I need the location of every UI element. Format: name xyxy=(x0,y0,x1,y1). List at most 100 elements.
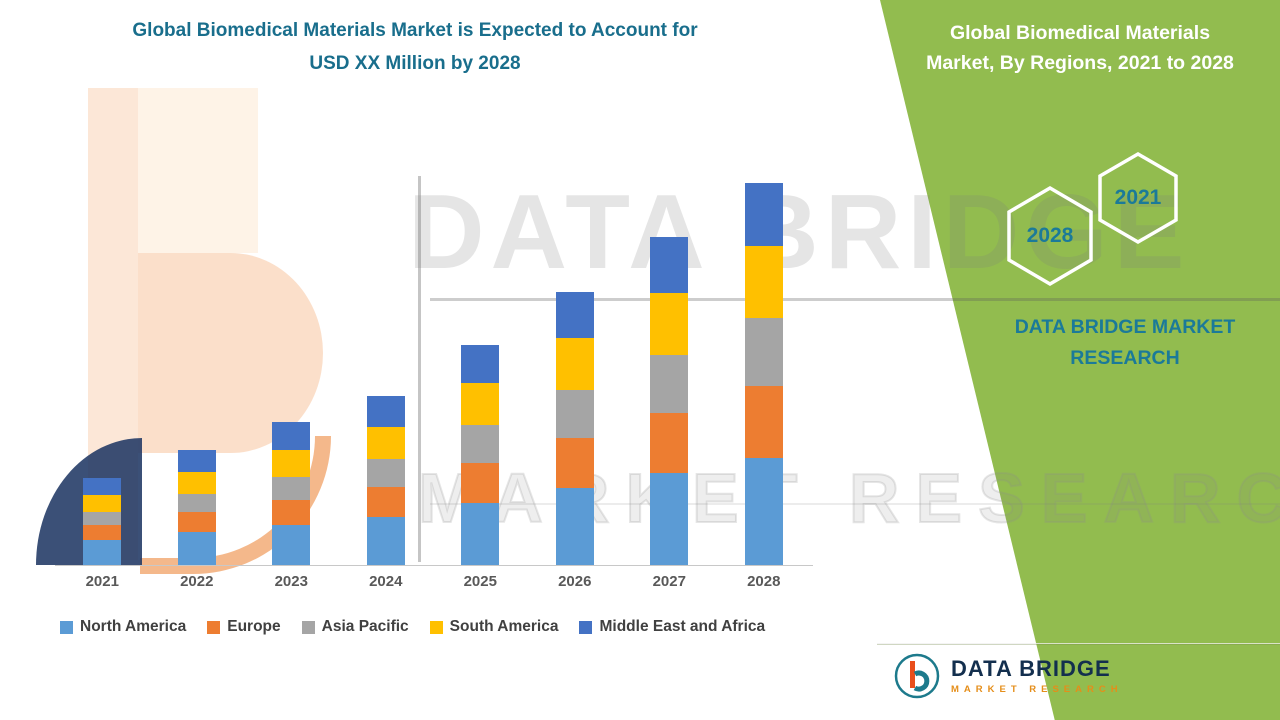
bar-segment xyxy=(366,487,405,517)
bar-segment xyxy=(272,422,311,450)
bar-segment xyxy=(650,413,689,473)
bar-segment xyxy=(461,345,500,383)
footer-logo-subtitle: MARKET RESEARCH xyxy=(951,684,1123,696)
bar-segment xyxy=(650,355,689,413)
x-axis-line xyxy=(55,565,813,566)
bar-segment xyxy=(650,293,689,355)
stacked-bar-2024 xyxy=(366,396,405,565)
bar-segment xyxy=(366,427,405,459)
legend-label: South America xyxy=(449,618,559,635)
legend-label: North America xyxy=(80,618,187,635)
x-axis-tick-label: 2022 xyxy=(180,573,214,590)
bar-column xyxy=(244,148,339,565)
bar-segment xyxy=(272,477,311,500)
bar-segment xyxy=(366,396,405,427)
watermark-horizontal-line-2 xyxy=(430,503,1280,505)
legend-label: Asia Pacific xyxy=(321,618,409,635)
legend-item: Middle East and Africa xyxy=(579,618,765,636)
legend-item: South America xyxy=(429,618,559,636)
panel-title-line2: Market, By Regions, 2021 to 2028 xyxy=(926,52,1234,75)
legend-swatch-icon xyxy=(60,620,73,634)
bar-segment xyxy=(744,386,783,458)
bar-segment xyxy=(83,525,122,540)
bar-segment xyxy=(83,512,122,525)
x-axis-tick-label: 2025 xyxy=(463,573,497,590)
x-axis-tick-label: 2027 xyxy=(652,573,686,590)
bar-segment xyxy=(177,532,216,565)
x-axis-tick-label: 2028 xyxy=(747,573,781,590)
bar-segment xyxy=(744,458,783,565)
bar-segment xyxy=(744,183,783,246)
brand-text-line1: DATA BRIDGE MARKET xyxy=(1014,316,1236,338)
bar-segment xyxy=(555,292,594,338)
bar-segment xyxy=(272,450,311,477)
panel-title: Global Biomedical Materials Market, By R… xyxy=(905,18,1255,78)
bar-column xyxy=(55,148,150,565)
bar-segment xyxy=(555,390,594,438)
bar-segment xyxy=(366,517,405,565)
bar-segment xyxy=(461,503,500,565)
legend-item: Europe xyxy=(207,618,281,636)
watermark-logo-top-block xyxy=(138,88,258,253)
x-axis-tick-label: 2021 xyxy=(85,573,119,590)
bar-column xyxy=(339,148,434,565)
hexagon-badges-icon xyxy=(1007,151,1178,287)
chart-legend: North America Europe Asia Pacific South Ame… xyxy=(60,618,840,636)
brand-text-line2: RESEARCH xyxy=(1070,347,1180,370)
legend-item: Asia Pacific xyxy=(301,618,409,636)
stacked-bar-2028 xyxy=(744,183,783,565)
bar-segment xyxy=(272,525,311,565)
hexagon-year-2028: 2028 xyxy=(1026,224,1074,247)
footer-logo-text: DATA BRIDGE MARKET RESEARCH xyxy=(951,655,1123,696)
bar-column xyxy=(717,148,812,565)
hexagon-year-2021: 2021 xyxy=(1114,186,1162,209)
bar-column xyxy=(622,148,717,565)
bar-segment xyxy=(272,500,311,525)
bar-column xyxy=(433,148,528,565)
bar-segment xyxy=(366,459,405,487)
watermark-logo-bowl xyxy=(138,253,323,453)
bar-segment xyxy=(83,540,122,565)
stacked-bar-2027 xyxy=(650,237,689,565)
bar-segment xyxy=(461,425,500,463)
bar-segment xyxy=(744,246,783,318)
watermark-vertical-line xyxy=(418,176,421,562)
bar-segment xyxy=(177,512,216,532)
plot-area xyxy=(55,148,811,565)
bar-segment xyxy=(555,488,594,565)
x-axis-tick-label: 2023 xyxy=(274,573,308,590)
legend-swatch-icon xyxy=(301,620,315,634)
stacked-bar-2023 xyxy=(272,422,311,565)
bar-segment xyxy=(744,318,783,386)
legend-swatch-icon xyxy=(207,620,221,634)
watermark-horizontal-line xyxy=(430,298,1280,301)
page-title-line1: Global Biomedical Materials Market is Ex… xyxy=(132,20,698,41)
footer-logo: DATA BRIDGE MARKET RESEARCH xyxy=(893,652,1123,700)
legend-label: Europe xyxy=(227,618,281,635)
legend-label: Middle East and Africa xyxy=(599,618,766,635)
footer-divider xyxy=(877,643,1280,644)
databridge-logo-icon xyxy=(894,653,940,699)
x-axis-tick-label: 2024 xyxy=(369,573,403,590)
stacked-bar-2026 xyxy=(555,292,594,565)
bar-segment xyxy=(461,383,500,425)
bar-segment xyxy=(83,495,122,512)
bar-column xyxy=(150,148,245,565)
bar-segment xyxy=(555,338,594,390)
legend-swatch-icon xyxy=(579,620,593,634)
stacked-bar-2022 xyxy=(177,450,216,565)
stacked-bar-2025 xyxy=(461,345,500,565)
bar-column xyxy=(528,148,623,565)
stacked-bar-2021 xyxy=(83,478,122,565)
brand-text: DATA BRIDGE MARKET RESEARCH xyxy=(965,312,1280,374)
page-title-line2: USD XX Million by 2028 xyxy=(309,53,521,75)
bar-segment xyxy=(650,473,689,565)
bar-segment xyxy=(177,450,216,472)
bar-segment xyxy=(177,472,216,494)
footer-logo-name: DATA BRIDGE xyxy=(951,655,1111,681)
x-axis-labels: 2021 2022 2023 2024 2025 2026 2027 2028 xyxy=(55,573,811,590)
page-title: Global Biomedical Materials Market is Ex… xyxy=(30,14,800,81)
legend-swatch-icon xyxy=(429,620,443,634)
bar-segment xyxy=(461,463,500,503)
bar-segment xyxy=(83,478,122,495)
